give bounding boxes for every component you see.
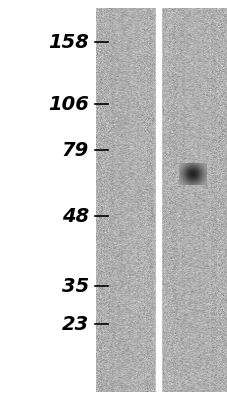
Text: 48: 48	[61, 206, 89, 226]
Text: 23: 23	[61, 314, 89, 334]
Text: 106: 106	[48, 94, 89, 114]
Bar	[155, 0, 160, 400]
Text: 35: 35	[61, 276, 89, 296]
Text: 79: 79	[61, 140, 89, 160]
Text: 158: 158	[48, 32, 89, 52]
